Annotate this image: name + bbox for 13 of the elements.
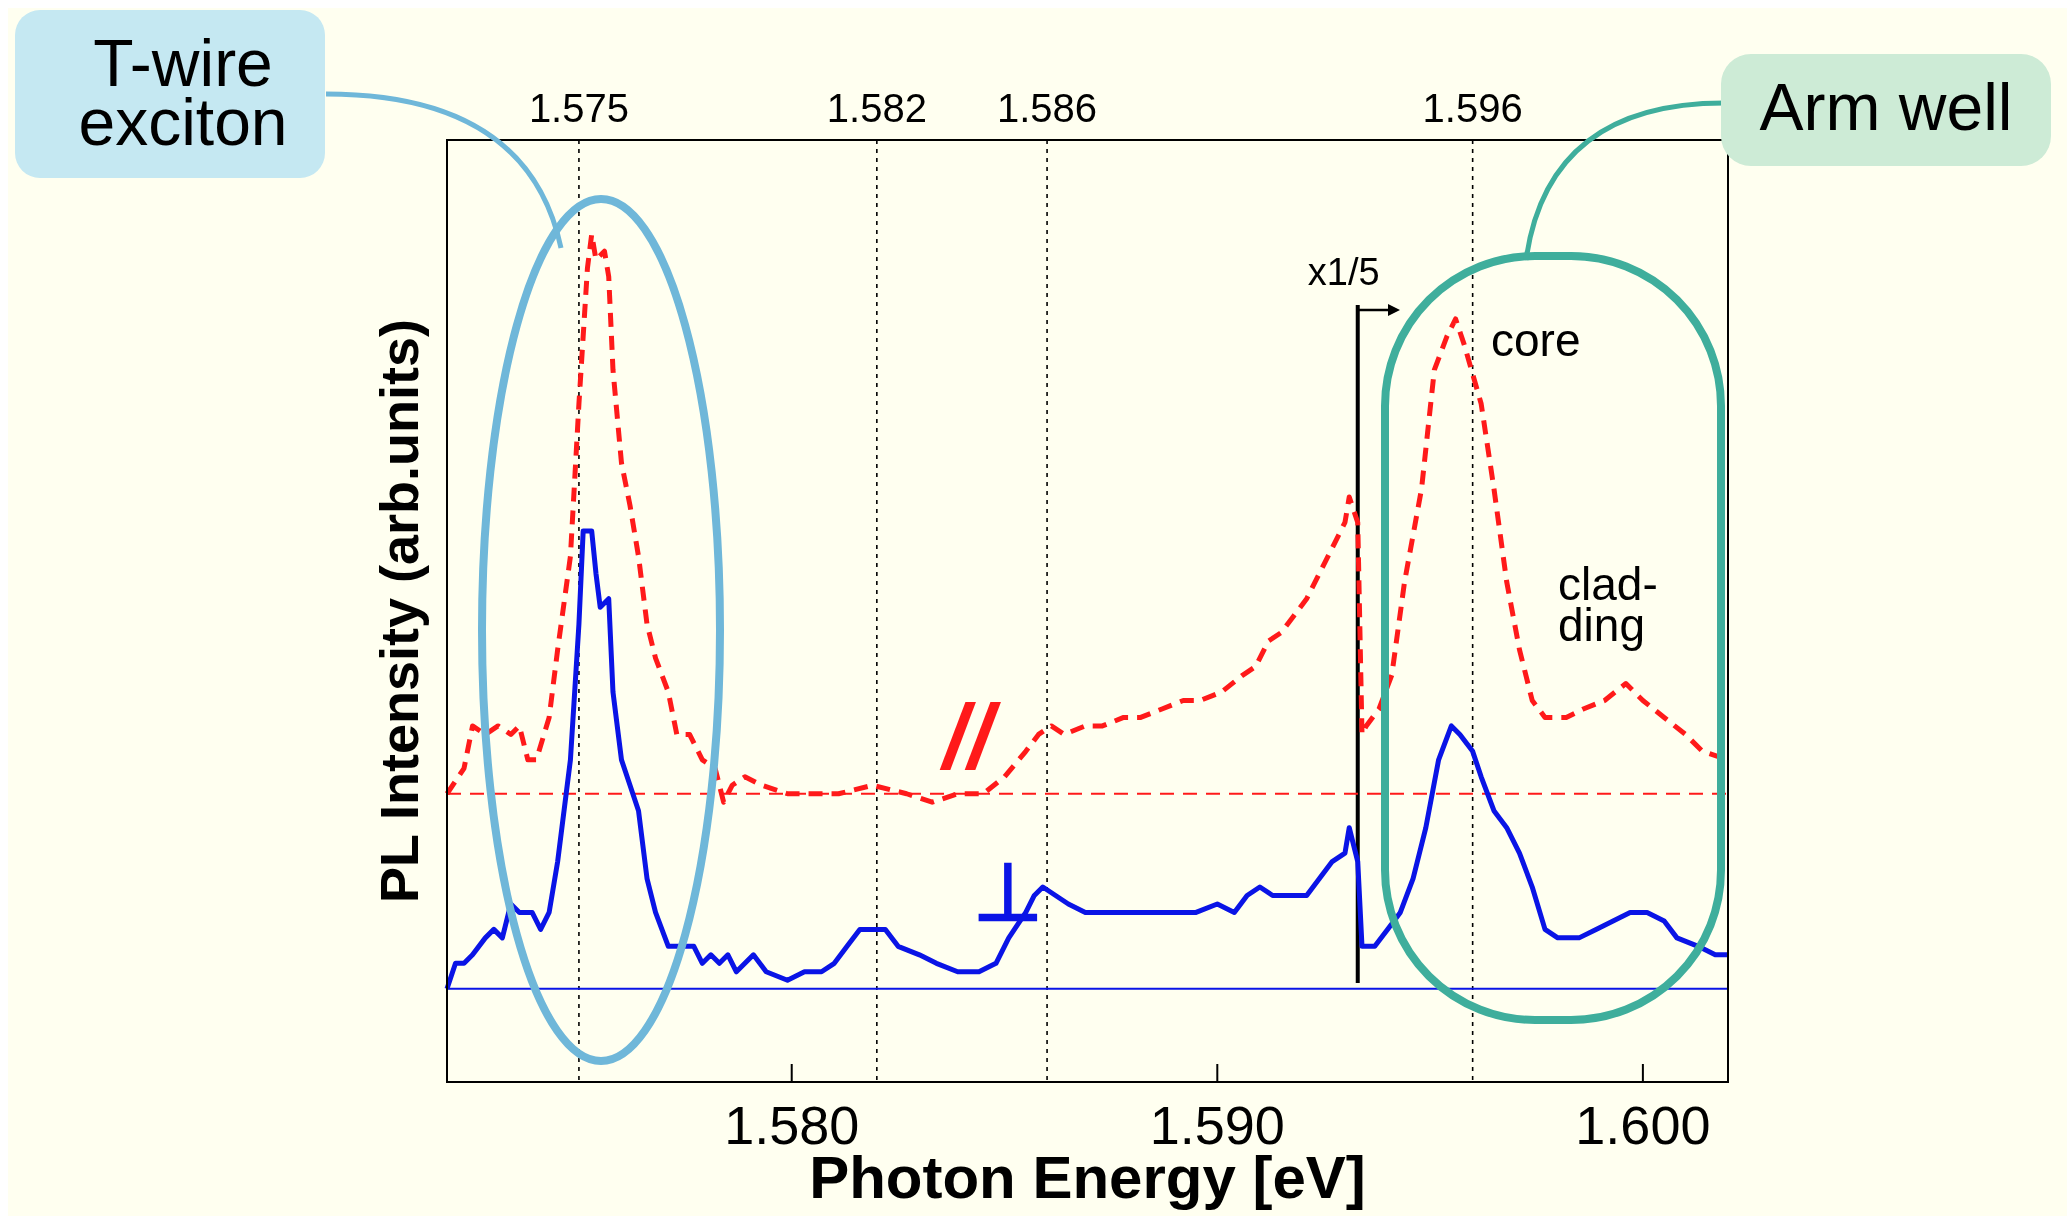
ref-line-label: 1.596	[1422, 86, 1523, 130]
ref-line-label: 1.582	[826, 86, 927, 130]
x-tick-label: 1.600	[1575, 1095, 1711, 1155]
ref-line-label: 1.575	[528, 86, 629, 130]
ref-line-label: x1/5	[1307, 251, 1380, 293]
annotation: clad- ding	[1558, 558, 1658, 652]
text: T-wire exciton	[78, 26, 288, 160]
ref-line-label: 1.586	[997, 86, 1098, 130]
series-label: ⊥	[973, 848, 1043, 937]
annotation: core	[1491, 314, 1581, 366]
series-label: //	[939, 687, 1001, 787]
y-axis-title: PL Intensity (arb.units)	[369, 318, 429, 904]
text: Arm well	[1759, 70, 2013, 144]
